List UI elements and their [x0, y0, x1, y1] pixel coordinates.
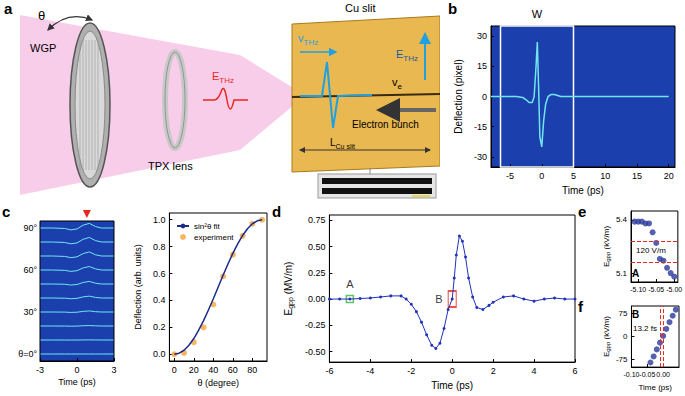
- svg-text:vTHz: vTHz: [298, 32, 318, 47]
- svg-text:90°: 90°: [23, 223, 37, 233]
- svg-text:-4: -4: [366, 366, 374, 376]
- svg-text:Time (ps): Time (ps): [638, 383, 672, 392]
- svg-text:0.4: 0.4: [153, 295, 166, 305]
- svg-text:gpp: gpp: [605, 251, 611, 262]
- svg-text:E: E: [602, 351, 611, 358]
- svg-text:-5: -5: [506, 171, 514, 181]
- svg-text:15: 15: [632, 171, 642, 181]
- svg-text:θ (degree): θ (degree): [197, 378, 239, 388]
- svg-text:-0.50: -0.50: [305, 347, 326, 357]
- html-text:c: c: [2, 203, 11, 220]
- svg-text:-5.10: -5.10: [630, 286, 646, 293]
- svg-text:6: 6: [572, 366, 577, 376]
- svg-text:(kV/m): (kV/m): [602, 316, 611, 342]
- svg-text:120 V/m: 120 V/m: [636, 246, 666, 255]
- svg-text:0.75: 0.75: [308, 215, 326, 225]
- svg-text:-0.05: -0.05: [639, 371, 655, 378]
- svg-text:0.2: 0.2: [153, 322, 166, 332]
- svg-text:60°: 60°: [23, 265, 37, 275]
- svg-text:0.00: 0.00: [656, 371, 670, 378]
- svg-text:60: 60: [228, 365, 238, 375]
- svg-text:0.6: 0.6: [153, 269, 166, 279]
- svg-text:30°: 30°: [23, 307, 37, 317]
- svg-text:-2: -2: [407, 366, 415, 376]
- svg-text:80: 80: [247, 365, 257, 375]
- svg-text:W: W: [532, 8, 543, 20]
- svg-text:ve: ve: [392, 76, 403, 91]
- svg-text:-15: -15: [474, 122, 487, 132]
- svg-text:A: A: [346, 278, 354, 290]
- svg-text:Time (ps): Time (ps): [431, 380, 473, 391]
- svg-text:gpp: gpp: [605, 341, 612, 352]
- svg-text:0.8: 0.8: [153, 242, 166, 252]
- svg-text:LCu slit: LCu slit: [330, 137, 355, 150]
- svg-text:30: 30: [477, 31, 487, 41]
- svg-text:(kV/m): (kV/m): [602, 226, 611, 252]
- svg-text:A: A: [632, 268, 639, 279]
- html-text:d: d: [272, 203, 282, 220]
- svg-text:1.0: 1.0: [153, 215, 166, 225]
- svg-text:-3: -3: [36, 365, 44, 375]
- svg-text:TPX lens: TPX lens: [148, 160, 193, 172]
- svg-text:5.1: 5.1: [616, 269, 628, 278]
- svg-text:0.0: 0.0: [153, 349, 166, 359]
- svg-text:13.2 fs: 13.2 fs: [633, 324, 657, 333]
- svg-text:0.00: 0.00: [308, 294, 326, 304]
- svg-text:Electron bunch: Electron bunch: [352, 119, 419, 130]
- svg-text:0: 0: [172, 365, 177, 375]
- svg-text:Deflection (pixel): Deflection (pixel): [453, 59, 464, 133]
- html-text:f: f: [578, 298, 583, 315]
- svg-text:-5.05: -5.05: [648, 286, 664, 293]
- svg-text:0: 0: [450, 366, 455, 376]
- svg-text:0: 0: [539, 171, 544, 181]
- svg-text:experiment: experiment: [194, 233, 234, 242]
- svg-text:E: E: [282, 308, 294, 316]
- svg-text:sin²θ fit: sin²θ fit: [194, 222, 221, 231]
- svg-text:B: B: [435, 293, 442, 305]
- svg-text:5.4: 5.4: [616, 215, 628, 224]
- svg-text:ETHz: ETHz: [396, 48, 418, 63]
- svg-text:gpp: gpp: [287, 297, 295, 309]
- svg-text:2: 2: [491, 366, 496, 376]
- svg-text:0: 0: [74, 365, 79, 375]
- svg-text:-75: -75: [616, 355, 628, 364]
- svg-text:4: 4: [532, 366, 537, 376]
- svg-text:0: 0: [623, 332, 628, 341]
- svg-text:5: 5: [571, 171, 576, 181]
- html-text:b: b: [448, 0, 458, 17]
- svg-text:Cu slit: Cu slit: [345, 2, 376, 14]
- svg-text:B: B: [632, 309, 639, 320]
- svg-text:-0.25: -0.25: [305, 320, 326, 330]
- svg-text:Time (ps): Time (ps): [562, 185, 604, 196]
- svg-text:15: 15: [477, 61, 487, 71]
- svg-text:40: 40: [208, 365, 218, 375]
- svg-text:0: 0: [482, 92, 487, 102]
- svg-text:Time (ps): Time (ps): [58, 377, 96, 387]
- svg-text:20: 20: [189, 365, 199, 375]
- svg-text:-30: -30: [474, 152, 487, 162]
- svg-text:0.50: 0.50: [308, 242, 326, 252]
- svg-text:WGP: WGP: [30, 42, 56, 54]
- svg-text:ETHz: ETHz: [212, 70, 234, 85]
- svg-text:-0.10: -0.10: [623, 371, 639, 378]
- svg-text:-5.00: -5.00: [666, 286, 682, 293]
- svg-text:75: 75: [619, 309, 628, 318]
- svg-text:θ: θ: [38, 8, 45, 23]
- svg-text:(MV/m): (MV/m): [283, 262, 294, 298]
- svg-text:20: 20: [664, 171, 674, 181]
- svg-text:-6: -6: [325, 366, 333, 376]
- html-text:e: e: [578, 203, 587, 220]
- svg-text:θ=0°: θ=0°: [18, 349, 37, 359]
- svg-text:0.25: 0.25: [308, 268, 326, 278]
- svg-text:Deflection (arb. units): Deflection (arb. units): [133, 244, 143, 330]
- svg-text:3: 3: [111, 365, 116, 375]
- svg-text:10: 10: [600, 171, 610, 181]
- svg-text:E: E: [601, 261, 611, 268]
- html-text:a: a: [4, 0, 13, 17]
